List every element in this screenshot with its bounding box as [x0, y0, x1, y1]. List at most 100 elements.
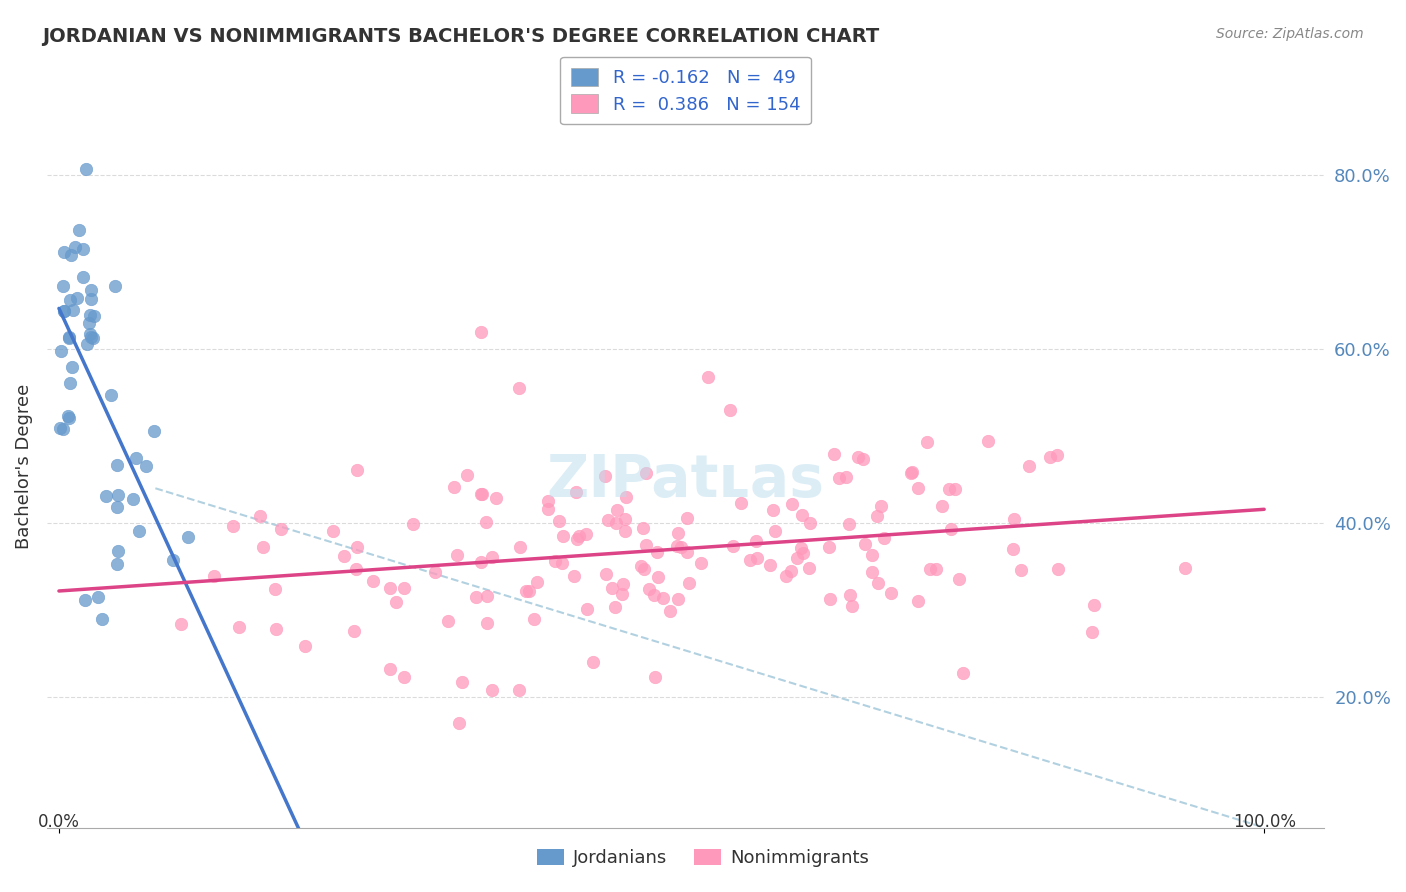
Point — [644, 670, 666, 684]
Point — [762, 502, 785, 516]
Point — [790, 541, 813, 555]
Point — [515, 583, 537, 598]
Point — [820, 591, 842, 606]
Text: 100.0%: 100.0% — [1233, 814, 1296, 831]
Point — [763, 524, 786, 538]
Point — [87, 590, 110, 604]
Point — [456, 468, 478, 483]
Point — [565, 484, 588, 499]
Point — [72, 242, 94, 256]
Point — [385, 594, 408, 608]
Point — [508, 683, 530, 698]
Point — [669, 541, 692, 555]
Point — [612, 576, 634, 591]
Point — [526, 574, 548, 589]
Point — [392, 670, 415, 684]
Point — [470, 325, 492, 339]
Point — [343, 624, 366, 638]
Point — [80, 330, 103, 344]
Point — [900, 466, 922, 480]
Point — [543, 554, 565, 568]
Point — [177, 530, 200, 544]
Point — [553, 529, 575, 543]
Point — [105, 458, 128, 472]
Point — [107, 487, 129, 501]
Point — [59, 293, 82, 307]
Point — [759, 558, 782, 572]
Point — [53, 304, 76, 318]
Text: JORDANIAN VS NONIMMIGRANTS BACHELOR'S DEGREE CORRELATION CHART: JORDANIAN VS NONIMMIGRANTS BACHELOR'S DE… — [42, 27, 879, 45]
Point — [481, 682, 503, 697]
Point — [790, 508, 813, 522]
Point — [60, 359, 83, 374]
Point — [52, 422, 75, 436]
Y-axis label: Bachelor's Degree: Bachelor's Degree — [15, 384, 32, 549]
Point — [576, 602, 599, 616]
Point — [425, 565, 447, 579]
Point — [1083, 599, 1105, 613]
Point — [636, 466, 658, 480]
Point — [465, 590, 488, 604]
Point — [846, 450, 869, 465]
Point — [568, 529, 591, 543]
Point — [666, 525, 689, 540]
Point — [481, 549, 503, 564]
Point — [451, 675, 474, 690]
Point — [1018, 459, 1040, 474]
Point — [91, 612, 114, 626]
Point — [600, 581, 623, 595]
Point — [605, 516, 627, 531]
Point — [647, 569, 669, 583]
Point — [1039, 450, 1062, 464]
Point — [614, 524, 637, 538]
Point — [83, 309, 105, 323]
Point — [66, 291, 89, 305]
Point — [79, 308, 101, 322]
Point — [747, 550, 769, 565]
Point — [977, 434, 1000, 448]
Point — [575, 526, 598, 541]
Point — [72, 269, 94, 284]
Point — [1001, 541, 1024, 556]
Point — [610, 587, 633, 601]
Point — [346, 463, 368, 477]
Point — [838, 516, 860, 531]
Point — [128, 524, 150, 538]
Point — [690, 557, 713, 571]
Point — [485, 491, 508, 505]
Point — [593, 469, 616, 483]
Point — [565, 532, 588, 546]
Point — [79, 326, 101, 341]
Point — [718, 402, 741, 417]
Point — [780, 497, 803, 511]
Point — [582, 655, 605, 669]
Point — [80, 293, 103, 307]
Point — [62, 303, 84, 318]
Point — [58, 330, 80, 344]
Point — [860, 548, 883, 562]
Point — [443, 480, 465, 494]
Point — [943, 482, 966, 496]
Point — [202, 569, 225, 583]
Point — [920, 562, 942, 576]
Point — [228, 620, 250, 634]
Point — [925, 562, 948, 576]
Point — [678, 576, 700, 591]
Point — [380, 662, 402, 676]
Point — [402, 517, 425, 532]
Point — [104, 278, 127, 293]
Point — [697, 369, 720, 384]
Point — [851, 452, 873, 467]
Point — [523, 612, 546, 626]
Point — [643, 588, 665, 602]
Point — [264, 582, 287, 596]
Point — [634, 538, 657, 552]
Point — [105, 500, 128, 514]
Point — [907, 594, 929, 608]
Point — [470, 555, 492, 569]
Point — [550, 556, 572, 570]
Point — [775, 569, 797, 583]
Point — [879, 586, 901, 600]
Point — [633, 562, 655, 576]
Text: ZIPatʟas: ZIPatʟas — [547, 452, 825, 509]
